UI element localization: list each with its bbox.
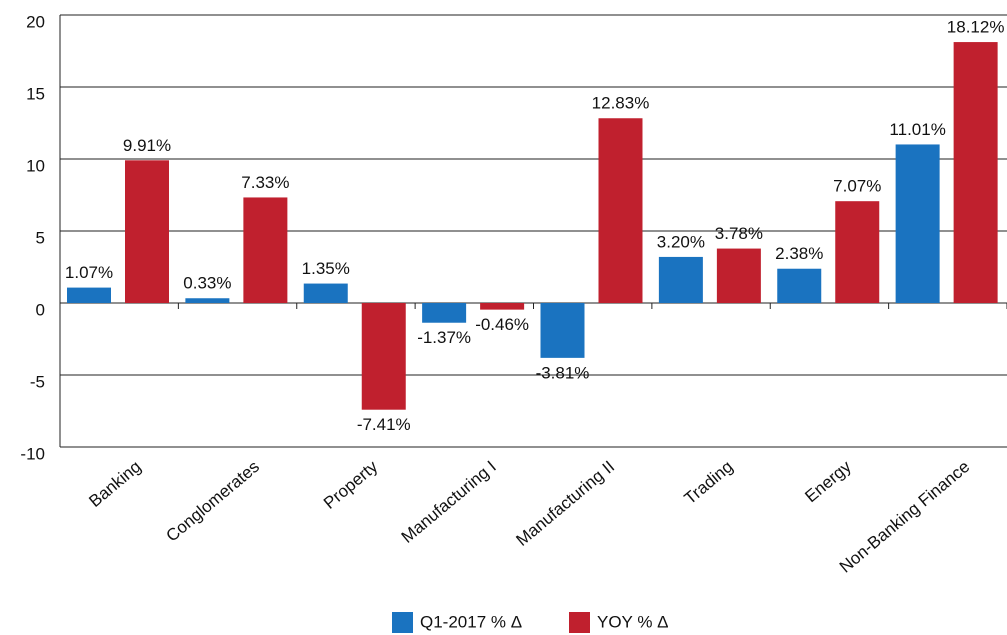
legend-label: Q1-2017 % Δ — [420, 612, 522, 631]
data-label: 1.07% — [65, 263, 113, 282]
bar — [185, 298, 230, 303]
data-label: 9.91% — [123, 136, 171, 155]
data-label: -0.46% — [475, 315, 529, 334]
bar — [540, 303, 585, 358]
data-label: 1.35% — [302, 259, 350, 278]
data-label: 3.78% — [715, 224, 763, 243]
data-label: -3.81% — [536, 363, 590, 382]
y-tick-label: -10 — [20, 444, 45, 463]
y-tick-label: 5 — [36, 228, 45, 247]
data-label: 7.33% — [241, 173, 289, 192]
bar — [895, 144, 940, 303]
x-tick-label: Manufacturing I — [398, 457, 500, 547]
y-tick-label: 20 — [26, 12, 45, 31]
x-tick-label: Energy — [801, 457, 855, 506]
x-tick-label: Banking — [85, 457, 144, 511]
data-label: 7.07% — [833, 177, 881, 196]
bar — [777, 268, 822, 303]
bar — [303, 283, 348, 303]
data-label: 11.01% — [889, 120, 945, 139]
bar — [953, 42, 998, 304]
y-tick-label: 0 — [36, 300, 45, 319]
bar — [658, 256, 703, 303]
x-tick-label: Manufacturing II — [513, 457, 619, 550]
bar — [835, 201, 880, 303]
bar — [67, 287, 111, 303]
data-label: -7.41% — [357, 415, 411, 434]
data-label: 18.12% — [947, 18, 1005, 37]
data-label: 2.38% — [775, 244, 823, 263]
y-tick-label: 10 — [26, 156, 45, 175]
y-tick-label: -5 — [30, 372, 45, 391]
bar — [480, 303, 525, 310]
bar — [243, 197, 288, 303]
bar — [716, 248, 761, 303]
legend-swatch — [569, 612, 590, 633]
x-tick-label: Property — [320, 457, 382, 513]
data-label: 3.20% — [657, 232, 705, 251]
x-tick-label: Trading — [681, 457, 737, 508]
y-tick-label: 15 — [26, 84, 45, 103]
x-tick-label: Conglomerates — [162, 457, 263, 546]
data-label: 0.33% — [183, 274, 231, 293]
bar — [361, 303, 406, 410]
bar — [125, 160, 169, 303]
bar — [422, 303, 467, 323]
x-tick-label: Non-Banking Finance — [836, 457, 973, 577]
legend-swatch — [392, 612, 413, 633]
data-label: -1.37% — [417, 328, 471, 347]
bar — [598, 118, 643, 303]
legend-label: YOY % Δ — [597, 612, 669, 631]
data-label: 12.83% — [592, 94, 650, 113]
